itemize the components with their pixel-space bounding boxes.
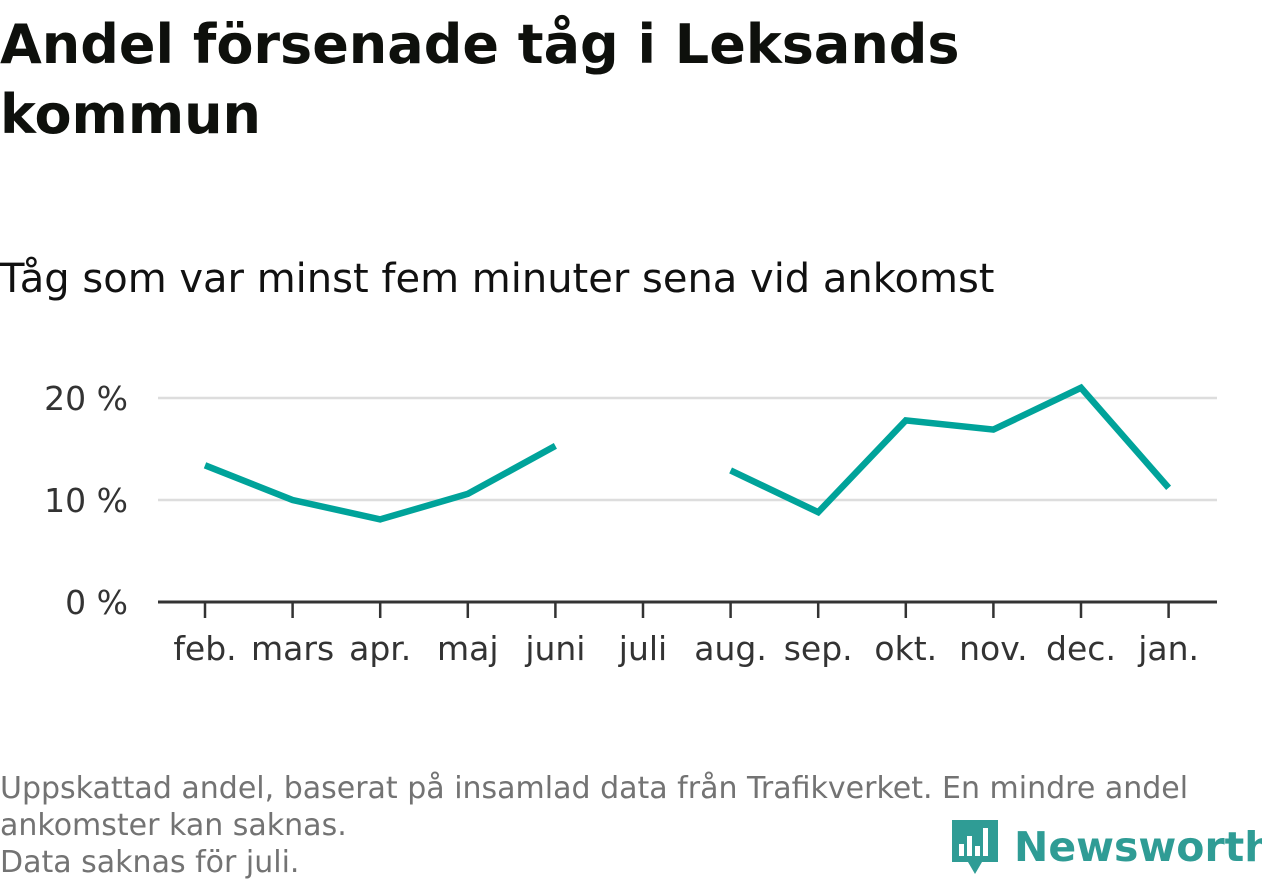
footnote-line: Uppskattad andel, baserat på insamlad da… — [0, 770, 1250, 807]
x-tick-label: mars — [251, 629, 334, 668]
x-tick-label: feb. — [173, 629, 236, 668]
x-tick-label: aug. — [694, 629, 767, 668]
y-tick-label: 20 % — [44, 379, 128, 418]
series-line — [205, 446, 555, 520]
chart-title: Andel försenade tåg i Leksands kommun — [0, 10, 1100, 150]
series-line — [731, 388, 1169, 512]
y-tick-label: 10 % — [44, 481, 128, 520]
x-tick-label: nov. — [959, 629, 1028, 668]
x-tick-label: dec. — [1046, 629, 1116, 668]
y-axis-ticks: 0 % 10 % 20 % — [44, 379, 128, 622]
gridlines — [158, 398, 1217, 500]
y-tick-label: 0 % — [65, 583, 128, 622]
x-tick-label: sep. — [784, 629, 853, 668]
brand-name: Newsworthy — [1014, 822, 1262, 872]
x-tick-label: maj — [437, 629, 499, 668]
x-tick-label: okt. — [874, 629, 937, 668]
newsworthy-logo: Newsworthy — [950, 818, 1262, 876]
x-tick-label: apr. — [349, 629, 411, 668]
bar-chart-speech-bubble-icon — [950, 818, 1000, 876]
x-tick-label: juni — [524, 629, 585, 668]
chart-subtitle: Tåg som var minst fem minuter sena vid a… — [0, 252, 994, 306]
x-tick-label: jan. — [1137, 629, 1199, 668]
x-tick-label: juli — [618, 629, 667, 668]
